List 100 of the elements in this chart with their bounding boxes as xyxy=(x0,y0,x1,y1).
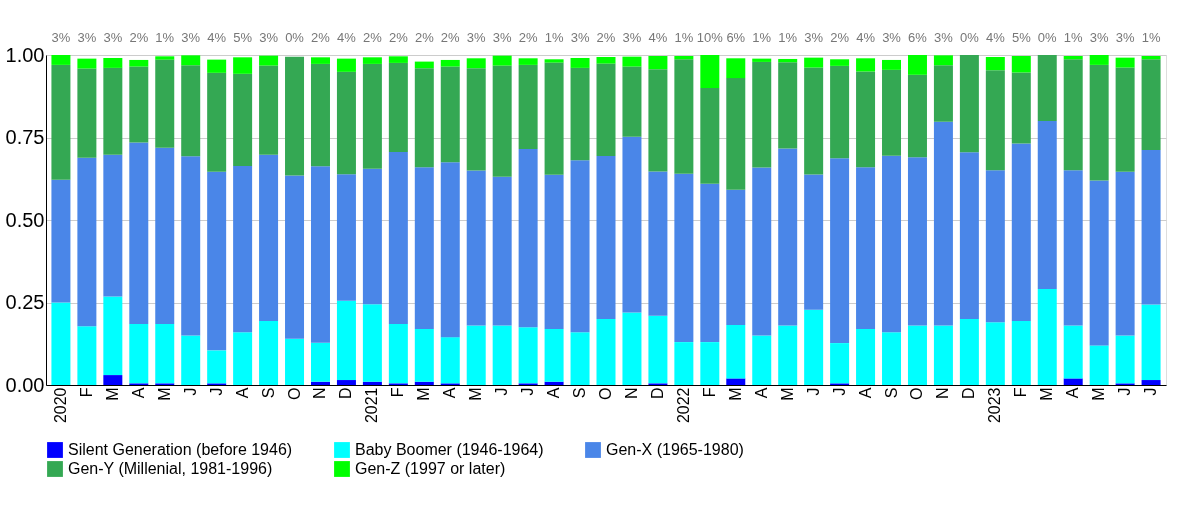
bar xyxy=(1037,121,1057,289)
bar xyxy=(1115,171,1135,336)
bar xyxy=(259,320,279,385)
x-tick-label: J xyxy=(1116,387,1134,396)
x-tick-label: M xyxy=(1090,387,1108,401)
data-label: 4% xyxy=(207,30,227,45)
bar xyxy=(726,78,746,190)
bar xyxy=(907,157,927,326)
bar xyxy=(388,152,408,324)
bar xyxy=(414,167,434,329)
bar xyxy=(830,65,850,159)
bar xyxy=(440,337,460,384)
x-tick-label: A xyxy=(129,387,147,399)
bar xyxy=(752,167,772,336)
bar xyxy=(1115,335,1135,384)
x-tick-label: A xyxy=(233,387,251,399)
bar xyxy=(77,68,97,158)
legend-label: Baby Boomer (1946-1964) xyxy=(355,441,544,458)
x-tick-label: A xyxy=(545,387,563,399)
bar xyxy=(1141,150,1161,305)
bar xyxy=(907,55,927,75)
data-label: 3% xyxy=(882,30,902,45)
x-tick-label: A xyxy=(752,387,770,399)
bar xyxy=(129,66,149,143)
bar xyxy=(233,73,253,166)
bar xyxy=(1089,64,1109,181)
bar xyxy=(804,57,824,68)
bar xyxy=(440,59,460,67)
x-tick-label: N xyxy=(311,387,329,400)
bar xyxy=(985,322,1005,385)
x-tick-label: F xyxy=(77,387,95,398)
data-label: 3% xyxy=(492,30,513,45)
bar xyxy=(933,55,953,66)
x-tick-label: 2022 xyxy=(674,387,692,424)
x-tick-label: M xyxy=(155,387,173,401)
x-tick-label: M xyxy=(1038,387,1056,401)
bar xyxy=(1141,55,1161,60)
bar xyxy=(856,328,876,385)
data-label: 6% xyxy=(726,30,746,45)
x-tick-label: S xyxy=(882,387,900,399)
bar xyxy=(414,68,434,168)
data-label: 1% xyxy=(155,30,175,45)
legend-label: Gen-Z (1997 or later) xyxy=(355,460,506,477)
data-label: 3% xyxy=(934,30,954,45)
data-label: 3% xyxy=(804,30,824,45)
bar xyxy=(674,55,694,60)
bar xyxy=(882,59,902,70)
bar xyxy=(466,325,486,385)
bar xyxy=(207,350,227,384)
data-label: 3% xyxy=(259,30,279,45)
x-tick-label: 2021 xyxy=(363,387,381,424)
bar xyxy=(492,176,512,326)
bar xyxy=(907,74,927,158)
bar xyxy=(856,167,876,329)
x-tick-label: M xyxy=(103,387,121,401)
bar xyxy=(207,72,227,172)
data-label: 1% xyxy=(674,30,694,45)
bar xyxy=(414,61,434,69)
data-label: 1% xyxy=(544,30,564,45)
bar xyxy=(1115,57,1135,68)
x-tick-label: S xyxy=(571,387,589,399)
x-tick-label: A xyxy=(1064,387,1082,399)
bar xyxy=(362,57,382,64)
data-label: 3% xyxy=(1115,30,1135,45)
x-tick-label: O xyxy=(285,387,303,400)
bar xyxy=(336,71,356,175)
data-label: 3% xyxy=(51,30,71,45)
bar xyxy=(310,63,330,167)
bar xyxy=(388,62,408,153)
data-label: 5% xyxy=(1011,30,1032,45)
bar xyxy=(518,327,538,384)
bar xyxy=(233,165,253,333)
legend-label: Gen-X (1965-1980) xyxy=(606,441,744,458)
bar xyxy=(804,67,824,175)
bar xyxy=(155,59,175,148)
bar xyxy=(129,142,149,324)
bar xyxy=(622,312,642,385)
bar xyxy=(856,58,876,72)
bar xyxy=(233,57,253,74)
bar xyxy=(882,155,902,333)
x-tick-label: D xyxy=(337,387,355,400)
bar xyxy=(129,59,149,67)
bar xyxy=(103,57,123,68)
bar xyxy=(648,171,668,316)
bar xyxy=(726,58,746,79)
bar xyxy=(726,189,746,325)
x-tick-label: M xyxy=(726,387,744,401)
bar xyxy=(310,381,330,385)
bar xyxy=(51,179,71,303)
bar xyxy=(492,325,512,385)
x-tick-label: A xyxy=(441,387,459,399)
bar xyxy=(466,68,486,171)
bar xyxy=(51,64,71,180)
data-label: 0% xyxy=(1037,30,1058,45)
data-label: 3% xyxy=(77,30,97,45)
bar xyxy=(778,62,798,149)
bar xyxy=(181,335,201,385)
bar xyxy=(1089,180,1109,346)
bar xyxy=(570,160,590,333)
bar xyxy=(362,168,382,305)
